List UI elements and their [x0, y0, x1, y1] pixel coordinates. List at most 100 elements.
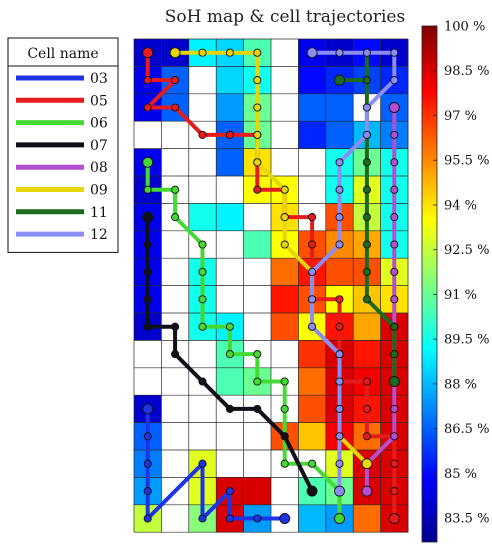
series-point [198, 377, 207, 386]
series-point [143, 514, 152, 523]
series-point [225, 48, 234, 57]
series-point [198, 295, 207, 304]
legend-label: 07 [90, 138, 108, 154]
series-point [171, 350, 180, 359]
heatmap-cell [298, 148, 327, 177]
heatmap-cell [325, 258, 354, 286]
heatmap-cell [243, 203, 272, 232]
series-03 [142, 403, 291, 524]
colorbar-tick-label: 85 % [444, 467, 477, 482]
series-point [171, 213, 180, 222]
heatmap-cell [243, 285, 272, 314]
series-point [198, 130, 207, 139]
legend-entry: 05 [16, 93, 108, 109]
heatmap-cell [216, 203, 244, 232]
series-point [306, 485, 318, 497]
heatmap-cell [243, 258, 272, 286]
heatmap-cell [134, 121, 162, 149]
series-point [362, 240, 371, 249]
heatmap-cell [216, 148, 244, 177]
legend-label: 06 [90, 116, 108, 132]
colorbar: 100 % 98.5 % 97 % 95.5 % 94 % 92.5 % 91 % 89.5 … [421, 20, 489, 543]
series-point [306, 47, 318, 59]
series-point [143, 432, 152, 441]
heatmap-cell [353, 504, 381, 533]
heatmap-cell [161, 285, 190, 314]
legend-entry: 08 [16, 160, 108, 176]
series-point [171, 76, 180, 85]
heatmap-cell [271, 258, 299, 286]
series-point [335, 404, 344, 413]
series-point [143, 295, 152, 304]
series-point [362, 267, 371, 276]
heatmap-cell [188, 148, 217, 177]
heatmap-cell [161, 230, 190, 259]
heatmap-cell [134, 340, 162, 369]
series-point [335, 185, 344, 194]
heatmap-cell [161, 121, 190, 149]
colorbar-tick-label: 88 % [444, 377, 477, 392]
heatmap-cell [161, 422, 190, 451]
series-point [388, 513, 400, 524]
series-point [253, 48, 262, 57]
series-point [362, 130, 371, 139]
colorbar-tick-label: 89.5 % [444, 333, 489, 348]
series-point [361, 485, 373, 497]
series-point [390, 459, 399, 468]
colorbar-tick-label: 95.5 % [444, 154, 489, 169]
heatmap-cell [188, 176, 217, 204]
heatmap-cell [216, 176, 244, 204]
heatmap-cell [188, 340, 217, 369]
heatmap-cell [216, 230, 244, 259]
series-point [362, 103, 371, 112]
series-point [308, 295, 317, 304]
series-point [198, 267, 207, 276]
series-point [390, 76, 399, 85]
trajectories [142, 47, 400, 524]
heatmap-cell [161, 450, 190, 478]
series-point [390, 48, 399, 57]
heatmap-cell [271, 121, 299, 149]
series-point [253, 377, 262, 386]
legend-title: Cell name [27, 46, 98, 62]
series-point [362, 76, 371, 85]
heatmap-cell [243, 313, 272, 341]
series-point [280, 185, 289, 194]
series-line [145, 215, 315, 494]
legend-label: 08 [90, 160, 108, 176]
series-line [337, 50, 397, 384]
heatmap-cell [271, 148, 299, 177]
series-point [280, 213, 289, 222]
heatmap-cell [298, 395, 327, 423]
series-point [143, 103, 152, 112]
series-point [143, 459, 152, 468]
series-point [171, 103, 180, 112]
heatmap-cell [216, 422, 244, 451]
heatmap-cell [353, 340, 381, 369]
heatmap-cell [161, 504, 190, 533]
colorbar-tick-label: 98.5 % [444, 64, 489, 79]
heatmap-cell [353, 313, 381, 341]
series-point [279, 513, 291, 524]
series-point [335, 240, 344, 249]
series-point [253, 158, 262, 167]
series-point [390, 432, 399, 441]
colorbar-tick-label: 86.5 % [444, 422, 489, 437]
series-point [335, 158, 344, 167]
legend-entry: 03 [16, 71, 108, 87]
heatmap-cell [271, 340, 299, 369]
legend-entry: 06 [16, 116, 108, 132]
heatmap-cell [134, 367, 162, 396]
series-point [390, 158, 399, 167]
series-point [308, 459, 317, 468]
series-point [335, 432, 344, 441]
colorbar-tick-label: 91 % [444, 288, 477, 303]
series-point [308, 213, 317, 222]
series-point [142, 47, 154, 59]
legend-entry: 12 [16, 227, 108, 243]
series-point [390, 213, 399, 222]
series-point [390, 185, 399, 194]
series-point [142, 403, 154, 415]
series-point [362, 404, 371, 413]
series-point [362, 158, 371, 167]
